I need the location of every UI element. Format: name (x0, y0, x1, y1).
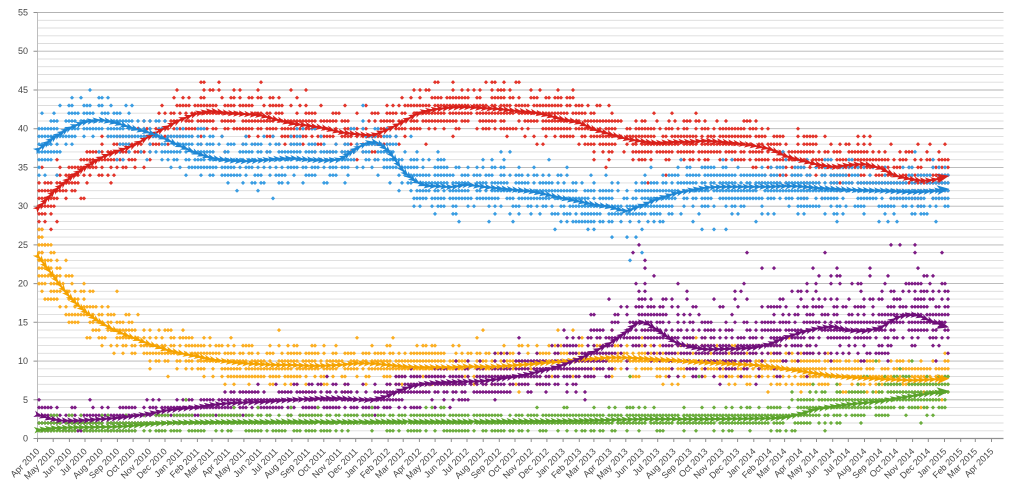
svg-text:30: 30 (18, 201, 28, 211)
svg-text:10: 10 (18, 356, 28, 366)
svg-text:45: 45 (18, 85, 28, 95)
svg-text:35: 35 (18, 162, 28, 172)
svg-text:15: 15 (18, 317, 28, 327)
svg-text:20: 20 (18, 279, 28, 289)
svg-text:55: 55 (18, 8, 28, 18)
svg-text:5: 5 (23, 395, 28, 405)
svg-text:25: 25 (18, 240, 28, 250)
svg-text:50: 50 (18, 46, 28, 56)
svg-text:0: 0 (23, 434, 28, 444)
svg-text:40: 40 (18, 124, 28, 134)
